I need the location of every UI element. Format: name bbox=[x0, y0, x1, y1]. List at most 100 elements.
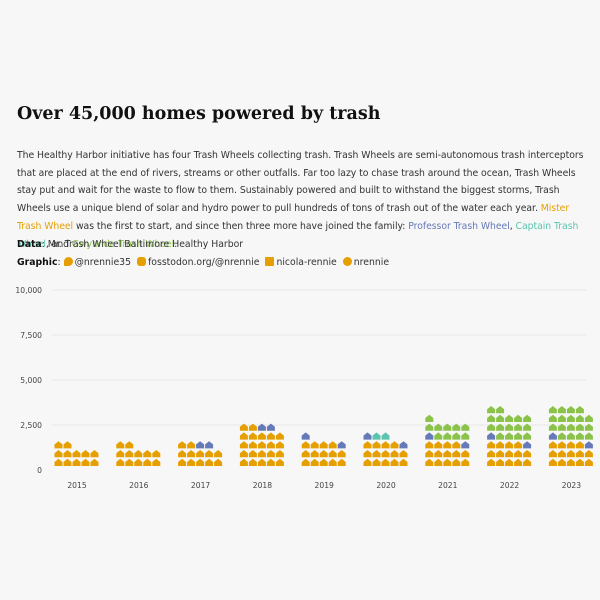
house-icon-gwynnda-trash-wheel bbox=[443, 432, 452, 440]
y-tick-label: 5,000 bbox=[20, 376, 42, 385]
house-icon-mister-trash-wheel bbox=[363, 450, 372, 458]
house-icon-gwynnda-trash-wheel bbox=[584, 432, 593, 440]
house-icon-mister-trash-wheel bbox=[443, 458, 452, 466]
house-icon-mister-trash-wheel bbox=[72, 450, 81, 458]
house-icon-gwynnda-trash-wheel bbox=[487, 423, 496, 431]
house-icon-mister-trash-wheel bbox=[434, 441, 443, 449]
house-icon-mister-trash-wheel bbox=[81, 450, 90, 458]
house-icon-mister-trash-wheel bbox=[496, 441, 505, 449]
house-icon-mister-trash-wheel bbox=[187, 458, 196, 466]
house-icon-gwynnda-trash-wheel bbox=[461, 423, 470, 431]
house-icon-gwynnda-trash-wheel bbox=[452, 423, 461, 431]
house-icon-mister-trash-wheel bbox=[496, 450, 505, 458]
house-icon-mister-trash-wheel bbox=[548, 450, 557, 458]
house-icon-gwynnda-trash-wheel bbox=[548, 423, 557, 431]
house-icon-gwynnda-trash-wheel bbox=[443, 423, 452, 431]
house-icon-mister-trash-wheel bbox=[54, 458, 63, 466]
house-icon-mister-trash-wheel bbox=[425, 441, 434, 449]
y-tick-label: 2,500 bbox=[20, 421, 42, 430]
twitter-credit[interactable]: @nrennie35 bbox=[63, 257, 131, 268]
house-icon-mister-trash-wheel bbox=[72, 458, 81, 466]
house-icon-mister-trash-wheel bbox=[125, 458, 134, 466]
house-icon-mister-trash-wheel bbox=[496, 458, 505, 466]
x-tick-label: 2018 bbox=[253, 481, 272, 490]
mastodon-icon bbox=[137, 257, 147, 266]
house-icon-mister-trash-wheel bbox=[575, 458, 584, 466]
house-icon-mister-trash-wheel bbox=[328, 458, 337, 466]
house-icon-gwynnda-trash-wheel bbox=[523, 432, 532, 440]
house-icon-professor-trash-wheel bbox=[487, 432, 496, 440]
house-icon-mister-trash-wheel bbox=[319, 450, 328, 458]
github-icon bbox=[342, 257, 352, 266]
house-icon-mister-trash-wheel bbox=[337, 458, 346, 466]
house-icon-mister-trash-wheel bbox=[390, 450, 399, 458]
house-icon-mister-trash-wheel bbox=[566, 458, 575, 466]
house-icon-gwynnda-trash-wheel bbox=[557, 432, 566, 440]
house-icon-mister-trash-wheel bbox=[566, 441, 575, 449]
house-icon-gwynnda-trash-wheel bbox=[452, 432, 461, 440]
house-icon-mister-trash-wheel bbox=[557, 441, 566, 449]
house-icon-mister-trash-wheel bbox=[152, 450, 161, 458]
house-icon-mister-trash-wheel bbox=[575, 441, 584, 449]
house-icon-mister-trash-wheel bbox=[125, 450, 134, 458]
house-icon-mister-trash-wheel bbox=[381, 450, 390, 458]
data-credit-text: : Mr. Trash Wheel Baltimore Healthy Harb… bbox=[41, 239, 244, 250]
house-icon-mister-trash-wheel bbox=[390, 441, 399, 449]
house-icon-mister-trash-wheel bbox=[566, 450, 575, 458]
house-icon-gwynnda-trash-wheel bbox=[496, 423, 505, 431]
chart-title: Over 45,000 homes powered by trash bbox=[17, 104, 381, 124]
professor-trash-wheel-label: Professor Trash Wheel bbox=[408, 220, 510, 232]
house-icon-mister-trash-wheel bbox=[310, 458, 319, 466]
house-icon-professor-trash-wheel bbox=[337, 441, 346, 449]
house-icon-mister-trash-wheel bbox=[310, 450, 319, 458]
house-icon-mister-trash-wheel bbox=[266, 441, 275, 449]
house-icon-mister-trash-wheel bbox=[514, 458, 523, 466]
house-icon-gwynnda-trash-wheel bbox=[523, 423, 532, 431]
house-icon-gwynnda-trash-wheel bbox=[514, 414, 523, 422]
description-text-1: The Healthy Harbor initiative has four T… bbox=[17, 150, 584, 215]
house-icon-mister-trash-wheel bbox=[443, 450, 452, 458]
linkedin-credit[interactable]: nicola-rennie bbox=[265, 257, 337, 268]
house-icon-mister-trash-wheel bbox=[301, 450, 310, 458]
house-icon-gwynnda-trash-wheel bbox=[496, 406, 505, 414]
house-icon-mister-trash-wheel bbox=[434, 458, 443, 466]
house-icon-mister-trash-wheel bbox=[266, 450, 275, 458]
house-icon-gwynnda-trash-wheel bbox=[575, 432, 584, 440]
house-icon-mister-trash-wheel bbox=[557, 450, 566, 458]
x-tick-label: 2019 bbox=[315, 481, 334, 490]
house-icon-mister-trash-wheel bbox=[505, 450, 514, 458]
house-icon-mister-trash-wheel bbox=[257, 441, 266, 449]
house-icon-mister-trash-wheel bbox=[196, 458, 205, 466]
house-icon-gwynnda-trash-wheel bbox=[496, 414, 505, 422]
house-icon-mister-trash-wheel bbox=[116, 450, 125, 458]
house-icon-gwynnda-trash-wheel bbox=[575, 423, 584, 431]
house-icon-mister-trash-wheel bbox=[134, 458, 143, 466]
house-icon-professor-trash-wheel bbox=[266, 423, 275, 431]
house-icon-mister-trash-wheel bbox=[372, 441, 381, 449]
x-tick-label: 2015 bbox=[67, 481, 86, 490]
house-icon-mister-trash-wheel bbox=[152, 458, 161, 466]
x-tick-label: 2023 bbox=[562, 481, 581, 490]
house-icon-gwynnda-trash-wheel bbox=[557, 414, 566, 422]
house-icon-mister-trash-wheel bbox=[63, 441, 72, 449]
house-icon-mister-trash-wheel bbox=[275, 458, 284, 466]
house-icon-gwynnda-trash-wheel bbox=[425, 423, 434, 431]
house-icon-mister-trash-wheel bbox=[505, 458, 514, 466]
house-icon-mister-trash-wheel bbox=[452, 458, 461, 466]
house-icon-mister-trash-wheel bbox=[248, 432, 257, 440]
mastodon-credit[interactable]: fosstodon.org/@nrennie bbox=[137, 257, 259, 268]
house-icon-mister-trash-wheel bbox=[584, 450, 593, 458]
house-icon-gwynnda-trash-wheel bbox=[514, 432, 523, 440]
github-credit[interactable]: nrennie bbox=[342, 257, 389, 268]
house-icon-mister-trash-wheel bbox=[487, 450, 496, 458]
house-icon-mister-trash-wheel bbox=[337, 450, 346, 458]
house-icon-mister-trash-wheel bbox=[275, 450, 284, 458]
house-icon-mister-trash-wheel bbox=[178, 458, 187, 466]
house-icon-professor-trash-wheel bbox=[301, 432, 310, 440]
house-icon-mister-trash-wheel bbox=[178, 450, 187, 458]
mister-trash-wheel-label: Mister Trash Wheel bbox=[17, 203, 570, 232]
house-icon-mister-trash-wheel bbox=[214, 450, 223, 458]
house-icon-professor-trash-wheel bbox=[523, 441, 532, 449]
house-icon-mister-trash-wheel bbox=[319, 441, 328, 449]
house-icon-mister-trash-wheel bbox=[584, 458, 593, 466]
